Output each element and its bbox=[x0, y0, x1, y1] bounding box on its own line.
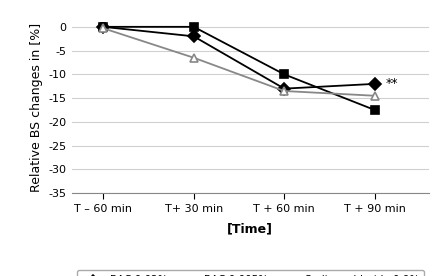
Text: **: ** bbox=[386, 77, 398, 90]
Y-axis label: Relative BS changes in [%]: Relative BS changes in [%] bbox=[30, 23, 43, 192]
Text: [Time]: [Time] bbox=[228, 222, 273, 236]
Legend: BAC 0.02%, BAC 0.005%, Sodium chloride 0.9%: BAC 0.02%, BAC 0.005%, Sodium chloride 0… bbox=[76, 270, 424, 276]
